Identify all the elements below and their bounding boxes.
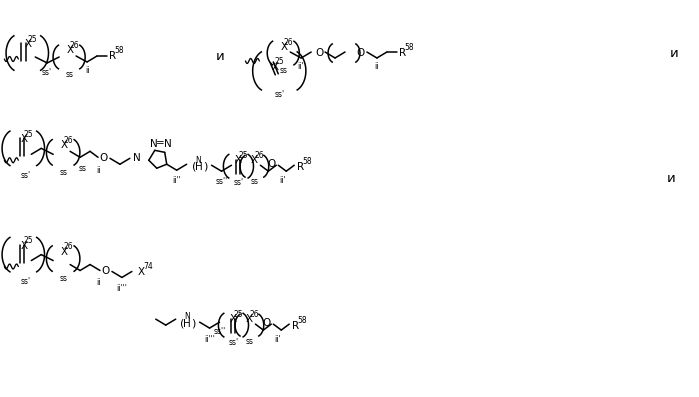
Text: O: O <box>100 153 108 163</box>
Text: 25: 25 <box>275 58 284 66</box>
Text: и: и <box>216 50 225 64</box>
Text: ss': ss' <box>229 339 238 347</box>
Text: 74: 74 <box>143 262 152 271</box>
Text: X: X <box>281 42 288 52</box>
Text: X: X <box>21 135 28 145</box>
Text: и: и <box>666 172 675 185</box>
Text: ss: ss <box>59 274 67 283</box>
Text: X: X <box>21 241 28 251</box>
Text: X: X <box>24 39 32 49</box>
Text: R: R <box>109 51 117 61</box>
Text: ii: ii <box>96 166 100 175</box>
Text: ss: ss <box>245 337 254 347</box>
Text: ss'': ss'' <box>215 177 228 186</box>
Text: =: = <box>157 139 165 148</box>
Text: X: X <box>230 314 237 324</box>
Text: O: O <box>315 48 323 58</box>
Text: ss': ss' <box>274 90 284 99</box>
Text: 26: 26 <box>249 310 259 319</box>
Text: O: O <box>356 48 365 58</box>
Text: 25: 25 <box>24 236 34 245</box>
Text: N: N <box>196 156 201 165</box>
Text: ss': ss' <box>20 277 30 286</box>
Text: ii''': ii''' <box>204 335 215 343</box>
Text: (: ( <box>192 161 197 171</box>
Text: ): ) <box>203 161 208 171</box>
Text: R: R <box>399 48 406 58</box>
Text: N: N <box>133 153 140 163</box>
Text: 26: 26 <box>254 151 264 160</box>
Text: ii': ii' <box>274 335 280 343</box>
Text: и: и <box>670 46 678 60</box>
Text: 58: 58 <box>303 157 312 166</box>
Text: ss': ss' <box>233 177 243 187</box>
Text: 58: 58 <box>114 46 124 54</box>
Text: ss': ss' <box>20 171 30 180</box>
Text: 26: 26 <box>70 40 80 50</box>
Text: O: O <box>267 159 275 169</box>
Text: 26: 26 <box>64 242 73 251</box>
Text: 25: 25 <box>28 35 38 44</box>
Text: 26: 26 <box>284 38 294 46</box>
Text: O: O <box>262 318 271 328</box>
Text: H: H <box>195 162 203 172</box>
Text: X: X <box>235 155 242 165</box>
Text: ss: ss <box>280 66 287 75</box>
Text: ii''': ii''' <box>117 284 127 293</box>
Text: N: N <box>184 312 189 321</box>
Text: ): ) <box>192 318 196 328</box>
Text: N: N <box>150 139 158 149</box>
Text: ss: ss <box>59 168 67 177</box>
Text: ss'': ss'' <box>213 327 226 335</box>
Text: 25: 25 <box>233 310 243 319</box>
Text: ss': ss' <box>41 68 51 77</box>
Text: X: X <box>66 45 73 55</box>
Text: ii'': ii'' <box>173 175 181 185</box>
Text: ss: ss <box>79 164 87 173</box>
Text: O: O <box>102 266 110 276</box>
Text: (: ( <box>180 318 185 328</box>
Text: 58: 58 <box>404 42 414 52</box>
Text: 25: 25 <box>24 130 34 139</box>
Text: X: X <box>251 155 258 165</box>
Text: ii: ii <box>96 278 101 287</box>
Text: X: X <box>137 268 145 278</box>
Text: ii: ii <box>85 66 89 75</box>
Text: N: N <box>164 139 171 149</box>
Text: X: X <box>61 141 68 150</box>
Text: R: R <box>291 321 298 331</box>
Text: ss: ss <box>250 177 259 186</box>
Text: ii: ii <box>375 62 379 71</box>
Text: 26: 26 <box>64 136 73 145</box>
Text: H: H <box>182 319 191 329</box>
Text: ii': ii' <box>279 175 286 185</box>
Text: 58: 58 <box>297 316 307 325</box>
Text: X: X <box>61 247 68 256</box>
Text: X: X <box>272 62 279 72</box>
Text: 25: 25 <box>238 151 247 160</box>
Text: ii'': ii'' <box>297 62 305 71</box>
Text: R: R <box>296 162 304 172</box>
Text: X: X <box>246 314 253 324</box>
Text: ss: ss <box>65 70 73 79</box>
